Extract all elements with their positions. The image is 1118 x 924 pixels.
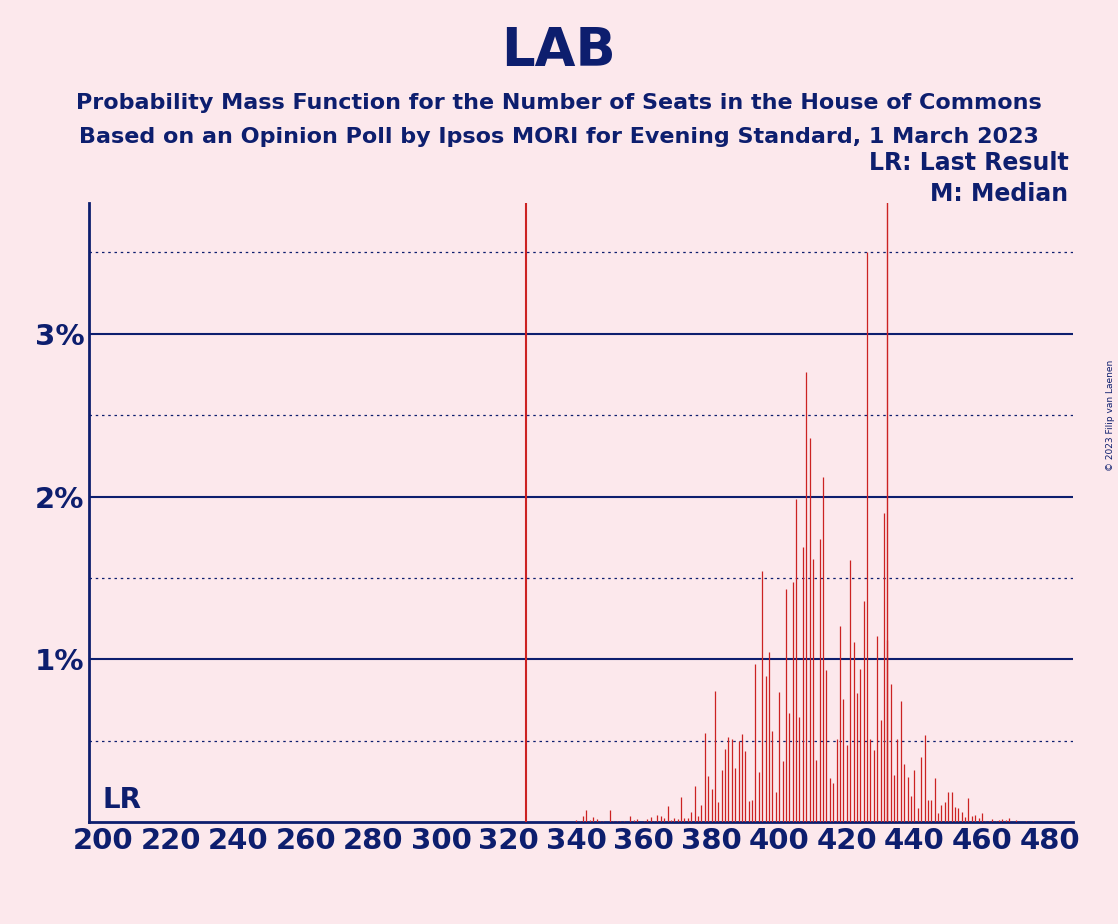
Text: © 2023 Filip van Laenen: © 2023 Filip van Laenen (1106, 360, 1115, 471)
Text: M: Median: M: Median (930, 182, 1069, 206)
Text: Probability Mass Function for the Number of Seats in the House of Commons: Probability Mass Function for the Number… (76, 93, 1042, 114)
Text: LAB: LAB (502, 25, 616, 77)
Text: LR: LR (103, 786, 142, 814)
Text: LR: Last Result: LR: Last Result (869, 151, 1069, 175)
Text: Based on an Opinion Poll by Ipsos MORI for Evening Standard, 1 March 2023: Based on an Opinion Poll by Ipsos MORI f… (79, 127, 1039, 147)
